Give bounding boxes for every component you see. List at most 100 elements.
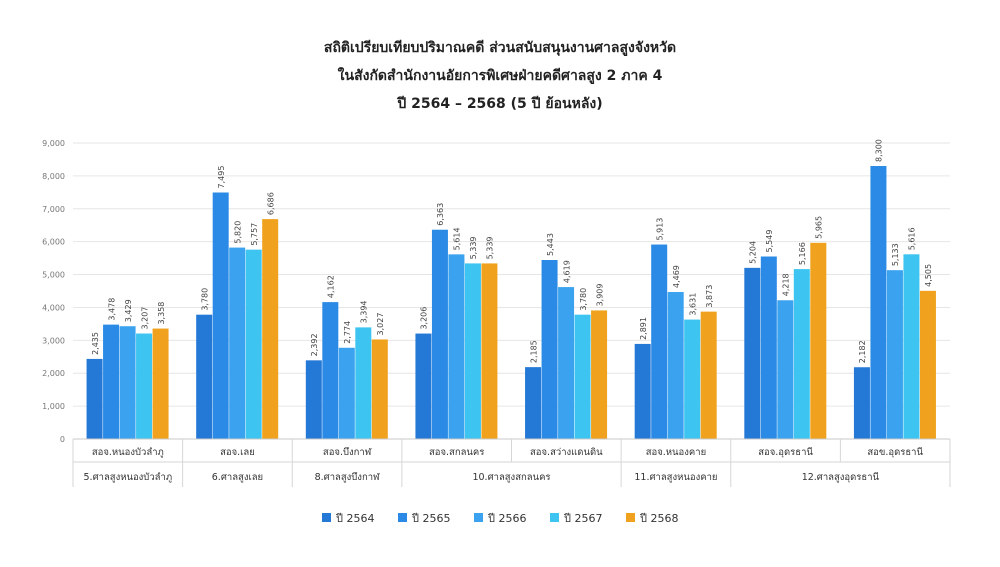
- bar: [591, 310, 608, 439]
- group-label: 8.ศาลสูงบึงกาฬ: [315, 472, 380, 483]
- data-label: 4,619: [562, 260, 571, 283]
- legend-item: ปี 2568: [626, 512, 678, 525]
- bar: [415, 333, 432, 439]
- bar: [667, 292, 684, 439]
- bar: [903, 254, 920, 439]
- data-label: 5,549: [765, 230, 774, 253]
- data-label: 5,443: [546, 233, 555, 256]
- legend-item: ปี 2564: [322, 512, 374, 525]
- category-label: สอจ.อุดรธานี: [758, 446, 813, 458]
- data-label: 6,363: [436, 203, 445, 226]
- data-label: 3,207: [140, 307, 149, 330]
- bar: [371, 339, 388, 439]
- data-label: 3,429: [124, 299, 133, 322]
- data-label: 3,873: [705, 285, 714, 308]
- bar: [448, 254, 465, 439]
- group-label: 10.ศาลสูงสกลนคร: [472, 472, 550, 483]
- bar: [212, 192, 229, 439]
- legend-label: ปี 2568: [639, 512, 679, 525]
- data-label: 3,358: [157, 302, 166, 325]
- data-label: 3,631: [688, 293, 697, 316]
- data-label: 5,339: [486, 236, 495, 259]
- y-tick-label: 5,000: [42, 271, 65, 280]
- data-label: 5,614: [453, 227, 462, 250]
- data-label: 2,435: [91, 332, 100, 355]
- bar: [793, 269, 810, 439]
- bar: [119, 326, 136, 439]
- data-label: 5,757: [250, 223, 259, 246]
- bar: [853, 367, 870, 439]
- legend-swatch: [474, 513, 483, 522]
- group-label: 11.ศาลสูงหนองคาย: [634, 472, 717, 483]
- x-axis: สอจ.หนองบัวลำภู สอจ.เลย สอจ.บึงกาฬ สอจ.สกลน…: [72, 438, 951, 487]
- legend-swatch: [322, 513, 331, 522]
- bar: [684, 319, 701, 439]
- data-label: 2,891: [639, 317, 648, 340]
- bar: [558, 287, 575, 439]
- legend-label: ปี 2566: [487, 512, 527, 525]
- bar: [870, 166, 887, 439]
- legend-swatch: [626, 513, 635, 522]
- data-label: 6,686: [266, 192, 275, 215]
- legend-item: ปี 2566: [474, 512, 526, 525]
- legend-item: ปี 2567: [550, 512, 602, 525]
- category-label: สอข.อุดรธานี: [867, 446, 923, 458]
- data-label: 5,166: [798, 242, 807, 265]
- data-label: 5,965: [815, 216, 824, 239]
- category-label: สอจ.หนองบัวลำภู: [92, 447, 164, 458]
- bar: [919, 290, 936, 439]
- bar: [305, 360, 322, 439]
- y-tick-label: 3,000: [42, 336, 65, 345]
- bar: [322, 302, 339, 439]
- bar: [229, 247, 246, 439]
- legend-swatch: [398, 513, 407, 522]
- data-label: 2,774: [343, 321, 352, 344]
- bar: [634, 343, 651, 439]
- bar: [481, 263, 498, 439]
- category-label: สอจ.เลย: [220, 447, 255, 458]
- bar: [777, 300, 794, 439]
- y-tick-label: 9,000: [42, 139, 65, 148]
- chart-title-line-1: สถิติเปรียบเทียบปริมาณคดี ส่วนสนับสนุนงา…: [324, 40, 676, 56]
- bar: [760, 256, 777, 439]
- y-tick-label: 8,000: [42, 172, 65, 181]
- bar: [103, 324, 120, 439]
- bar: [431, 229, 448, 439]
- bar: [541, 259, 558, 439]
- chart-title-line-2: ในสังกัดสำนักงานอัยการพิเศษฝ่ายคดีศาลสูง…: [338, 66, 663, 84]
- bar: [196, 314, 213, 439]
- y-tick-label: 0: [60, 435, 65, 444]
- legend-label: ปี 2567: [563, 512, 603, 525]
- bar: [262, 219, 279, 439]
- bar: [86, 358, 103, 439]
- data-label: 3,206: [420, 307, 429, 330]
- data-labels: 2,435 3,478 3,429 3,207 3,358 3,780 7,495 5,820…: [91, 139, 933, 363]
- y-axis: 0 1,000 2,000 3,000 4,000 5,000 6,000 7,000 8,00…: [42, 139, 65, 444]
- legend-swatch: [550, 513, 559, 522]
- y-tick-label: 4,000: [42, 303, 65, 312]
- bar: [464, 263, 481, 439]
- bar: [810, 242, 827, 439]
- bar: [355, 327, 372, 439]
- bar: [574, 314, 591, 439]
- data-label: 7,495: [217, 166, 226, 189]
- data-label: 4,218: [782, 273, 791, 296]
- bar: [651, 244, 668, 439]
- group-label: 6.ศาลสูงเลย: [212, 472, 263, 483]
- data-label: 2,185: [529, 340, 538, 363]
- data-label: 3,394: [360, 300, 369, 323]
- y-tick-label: 7,000: [42, 205, 65, 214]
- data-label: 3,780: [579, 288, 588, 311]
- data-label: 4,469: [672, 265, 681, 288]
- data-label: 3,909: [595, 284, 604, 307]
- data-label: 8,300: [875, 139, 884, 162]
- data-label: 3,027: [376, 313, 385, 336]
- bar: [700, 311, 717, 439]
- group-label: 12.ศาลสูงอุดรธานี: [802, 471, 880, 483]
- data-label: 2,182: [858, 340, 867, 363]
- category-label: สอจ.สกลนคร: [429, 447, 484, 458]
- data-label: 5,204: [749, 241, 758, 264]
- legend-label: ปี 2565: [411, 512, 451, 525]
